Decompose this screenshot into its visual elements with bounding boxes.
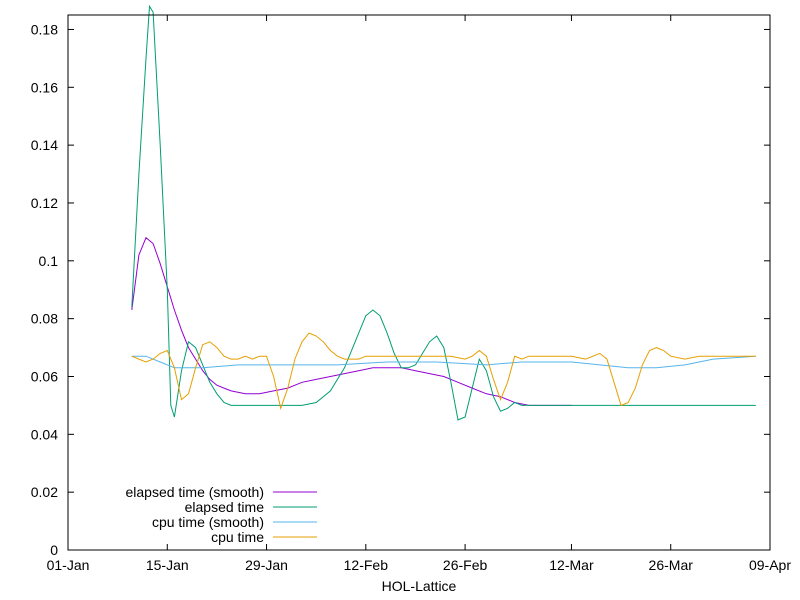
y-tick-label: 0.04 [31,426,58,442]
legend-label: cpu time [211,529,264,545]
legend-label: elapsed time [185,499,265,515]
x-tick-label: 15-Jan [146,557,189,573]
x-tick-label: 29-Jan [245,557,288,573]
y-tick-label: 0.12 [31,195,58,211]
y-tick-label: 0.16 [31,79,58,95]
series-line [131,4,756,421]
y-tick-label: 0.18 [31,21,58,37]
series-layer [131,4,756,421]
x-tick-label: 12-Feb [344,557,389,573]
x-tick-label: 01-Jan [47,557,90,573]
y-tick-label: 0.14 [31,137,58,153]
y-tick-label: 0 [50,542,58,558]
y-tick-label: 0.1 [39,253,59,269]
x-tick-label: 12-Mar [549,557,594,573]
series-line [131,332,756,411]
y-axis: 0 0.02 0.04 0.06 0.08 0.1 0.12 0.14 0.16 0.18 [31,21,770,558]
x-axis: 01-Jan 15-Jan 29-Jan 12-Feb 26-Feb 12-Mar 26-M… [47,15,791,573]
legend-label: elapsed time (smooth) [125,484,264,500]
x-axis-title: HOL-Lattice [382,578,457,594]
series-line [131,236,572,406]
plot-frame [67,14,771,551]
x-tick-label: 09-Apr [749,557,791,573]
y-tick-label: 0.06 [31,368,58,384]
y-tick-label: 0.02 [31,484,58,500]
x-tick-label: 26-Feb [443,557,488,573]
y-tick-label: 0.08 [31,311,58,327]
legend-label: cpu time (smooth) [152,514,264,530]
x-tick-label: 26-Mar [649,557,694,573]
